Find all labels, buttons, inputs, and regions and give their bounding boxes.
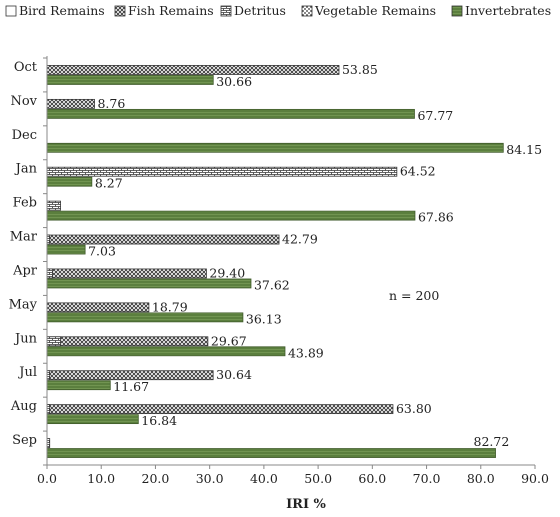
data-label-dec-invertebrates: 84.15 [506,142,542,157]
legend-label-bird-remains: Bird Remains [19,3,105,18]
x-tick-label: 30.0 [196,471,224,486]
legend-label-invertebrates: Invertebrates [465,3,551,18]
data-label-may-invertebrates: 36.13 [246,311,282,326]
data-label-nov-fish-remains: 8.76 [97,96,125,111]
data-label-mar-fish-remains: 42.79 [282,232,318,247]
bar-jun-invertebrates [46,346,286,357]
category-label-feb: Feb [13,196,37,211]
axes: 0.0 10.0 20.0 30.0 40.0 50.0 60.0 70.0 80.0 90.0 [37,56,549,486]
data-label-nov-invertebrates: 67.77 [417,108,453,123]
data-label-jan-invertebrates: 8.27 [95,176,123,191]
x-tick-label: 0.0 [37,471,57,486]
bar-nov-fish-remains [46,98,95,109]
category-label-aug: Aug [10,399,37,414]
data-label-apr-fish-remains: 29.40 [209,265,245,280]
legend-swatch-bird-remains [5,5,17,17]
legend: Bird Remains Fish Remains Detritus Vegetabl… [5,3,551,18]
data-label-feb-invertebrates: 67.86 [418,210,454,225]
category-label-apr: Apr [12,263,38,278]
bar-feb-invertebrates [46,210,416,221]
bar-may-fish-remains [46,302,150,313]
plot-area: Oct Nov Dec Jan Feb Mar Apr May Jun Jul Aug Sep 53.8… [9,60,542,458]
legend-swatch-invertebrates [451,5,463,17]
category-label-dec: Dec [12,128,37,143]
legend-label-detritus: Detritus [234,3,286,18]
data-label-jul-fish-remains: 30.64 [216,367,252,382]
data-label-oct-fish-remains: 53.85 [342,62,378,77]
bar-dec-invertebrates [46,142,504,153]
bar-mar-fish-remains [46,234,280,245]
category-label-jun: Jun [13,331,38,346]
sample-size-note: n = 200 [389,288,439,303]
category-label-sep: Sep [12,433,37,448]
bar-jul-invertebrates [46,380,111,391]
bar-mar-invertebrates [46,244,86,255]
data-label-aug-fish-remains: 63.80 [396,401,432,416]
bar-sep-invertebrates [46,448,496,458]
legend-label-fish-remains: Fish Remains [128,3,214,18]
x-axis-title: IRI % [286,497,326,512]
data-label-apr-invertebrates: 37.62 [254,277,290,292]
data-label-may-fish-remains: 18.79 [152,299,188,314]
data-label-jan-detritus: 64.52 [400,164,436,179]
data-label-sep-invertebrates: 82.72 [474,434,510,449]
legend-label-vegetable-remains: Vegetable Remains [314,3,436,18]
x-tick-label: 80.0 [467,471,495,486]
bar-may-invertebrates [46,312,244,323]
bar-oct-invertebrates [46,75,214,85]
legend-swatch-fish-remains [114,5,126,17]
category-label-may: May [9,297,38,312]
legend-swatch-detritus [220,5,232,17]
category-label-mar: Mar [10,230,38,245]
bar-jan-invertebrates [46,176,93,187]
category-label-oct: Oct [14,60,38,75]
category-label-jul: Jul [17,365,37,380]
bar-oct-fish-remains [46,65,340,75]
bar-feb-detritus [46,200,61,211]
x-tick-label: 20.0 [142,471,170,486]
bar-aug-fish-remains [46,404,394,415]
category-label-nov: Nov [10,94,37,109]
x-tick-label: 40.0 [250,471,278,486]
data-label-jun-invertebrates: 43.89 [288,345,324,360]
x-tick-label: 10.0 [87,471,115,486]
category-label-jan: Jan [14,162,38,177]
x-tick-label: 70.0 [413,471,441,486]
bar-jun-fish-remains [46,336,209,347]
bar-aug-invertebrates [46,414,139,425]
data-label-aug-invertebrates: 16.84 [141,413,177,428]
data-label-oct-invertebrates: 30.66 [216,74,252,89]
data-label-mar-invertebrates: 7.03 [88,244,116,259]
data-label-jul-invertebrates: 11.67 [113,379,149,394]
bar-apr-fish-remains [46,268,207,279]
data-label-jun-fish-remains: 29.67 [211,333,247,348]
x-tick-label: 50.0 [304,471,332,486]
x-tick-label: 60.0 [358,471,386,486]
x-tick-label: 90.0 [521,471,549,486]
legend-swatch-vegetable-remains [301,5,313,17]
bar-jun-detritus [46,336,61,347]
bar-apr-detritus [46,268,53,279]
